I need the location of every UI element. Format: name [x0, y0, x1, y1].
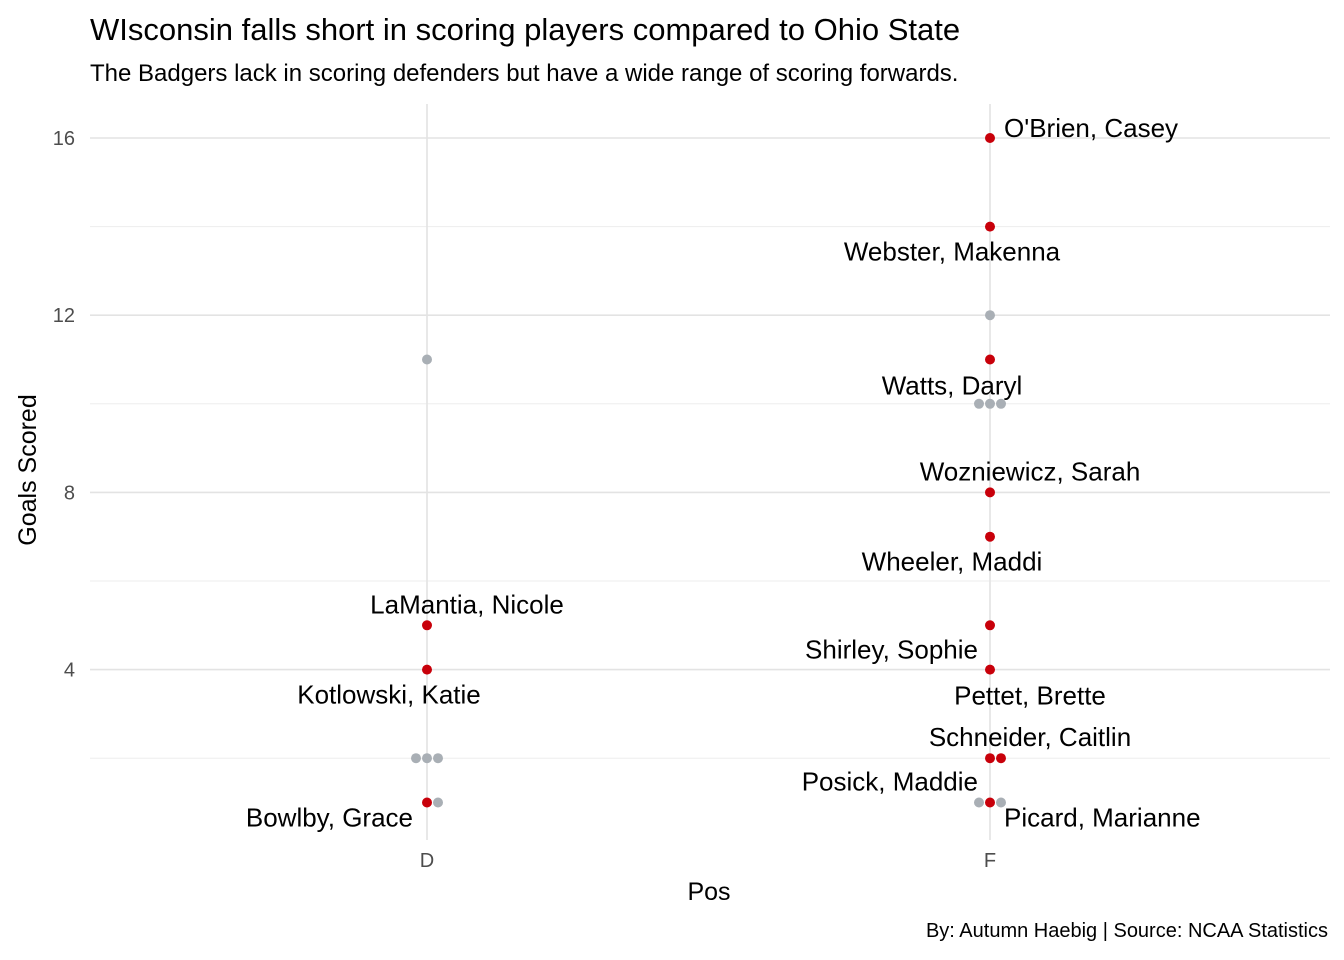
point-label: Webster, Makenna: [844, 237, 1061, 267]
y-axis-title: Goals Scored: [14, 394, 42, 545]
point-label: Watts, Daryl: [882, 371, 1023, 401]
grid-lines: [90, 104, 1330, 840]
point-highlight: [985, 664, 995, 675]
point-label: O'Brien, Casey: [1004, 113, 1178, 143]
data-points: [411, 133, 1006, 808]
point-other: [985, 398, 995, 409]
point-highlight: [985, 354, 995, 365]
point-label: Bowlby, Grace: [246, 803, 413, 833]
point-highlight: [985, 487, 995, 498]
point-highlight: [422, 620, 432, 631]
point-label: Posick, Maddie: [802, 767, 978, 797]
point-other: [411, 753, 421, 764]
point-highlight: [985, 133, 995, 143]
point-highlight: [422, 664, 432, 675]
point-other: [974, 797, 984, 808]
y-tick-label: 8: [64, 482, 75, 504]
y-tick-label: 16: [53, 128, 75, 150]
chart-caption: By: Autumn Haebig | Source: NCAA Statist…: [925, 920, 1328, 942]
point-highlight: [985, 221, 995, 232]
point-label: Wheeler, Maddi: [862, 547, 1043, 577]
point-labels: O'Brien, Casey Webster, Makenna Watts, Dar…: [246, 113, 1201, 833]
y-tick-label: 4: [64, 660, 75, 682]
y-tick-label: 12: [53, 305, 75, 327]
point-label: Shirley, Sophie: [805, 634, 978, 664]
point-other: [996, 797, 1006, 808]
point-other: [974, 398, 984, 409]
point-label: Wozniewicz, Sarah: [920, 456, 1141, 486]
chart-subtitle: The Badgers lack in scoring defenders bu…: [90, 60, 959, 87]
point-label: Pettet, Brette: [954, 681, 1106, 711]
chart-title: WIsconsin falls short in scoring players…: [90, 12, 961, 47]
point-highlight: [996, 753, 1006, 764]
point-other: [433, 797, 443, 808]
point-other: [996, 398, 1006, 409]
point-other: [422, 354, 432, 365]
point-other: [422, 753, 432, 764]
point-label: LaMantia, Nicole: [370, 589, 564, 619]
point-highlight: [985, 620, 995, 631]
point-highlight: [985, 753, 995, 764]
point-highlight: [985, 797, 995, 808]
point-highlight: [985, 531, 995, 542]
point-label: Schneider, Caitlin: [929, 722, 1131, 752]
y-tick-labels: 4 8 12 16: [53, 128, 75, 682]
point-label: Kotlowski, Katie: [297, 680, 481, 710]
x-axis-title: Pos: [687, 878, 730, 906]
point-label: Picard, Marianne: [1004, 803, 1201, 833]
point-other: [433, 753, 443, 764]
x-tick-label: D: [420, 850, 434, 872]
point-highlight: [422, 797, 432, 808]
x-tick-label: F: [984, 850, 996, 872]
point-other: [985, 310, 995, 321]
